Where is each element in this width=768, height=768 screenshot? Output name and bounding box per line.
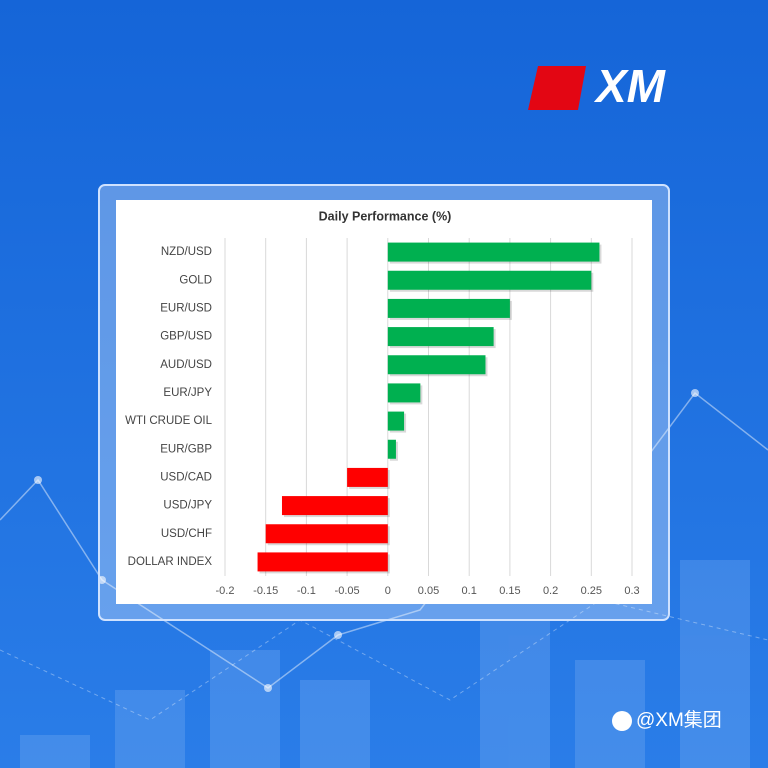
y-tick-label: DOLLAR INDEX [128,556,213,568]
bar [387,270,592,290]
bar [347,467,388,487]
y-tick-label: EUR/JPY [163,387,212,399]
x-tick-label: 0.05 [418,585,439,597]
chart-title: Daily Performance (%) [319,209,452,223]
bar [387,298,510,318]
x-tick-label: 0.1 [462,585,477,597]
y-tick-label: USD/JPY [163,500,212,512]
bar [387,411,405,431]
x-tick-label: 0.3 [624,585,639,597]
bar [265,524,388,544]
x-tick-label: 0.15 [499,585,520,597]
logo: XM [528,60,667,112]
y-tick-label: USD/CHF [161,528,212,540]
watermark: @XM集团 [636,709,722,731]
decor-bars [20,560,750,768]
x-tick-label: -0.05 [335,585,360,597]
decor-dashed [0,599,768,721]
x-tick-label: 0 [385,585,391,597]
x-tick-label: 0.2 [543,585,558,597]
y-tick-label: AUD/USD [160,359,212,371]
logo-mark [528,66,586,110]
bar [387,383,421,403]
bar [281,496,388,516]
y-tick-label: EUR/USD [160,302,212,314]
x-tick-label: 0.25 [581,585,602,597]
x-tick-label: -0.15 [253,585,278,597]
y-tick-label: GOLD [179,274,212,286]
bar [387,242,600,262]
bar [257,552,388,572]
decor-dots [34,389,699,692]
bar [387,355,486,375]
social-icon [612,711,632,731]
x-tick-label: -0.2 [216,585,235,597]
plot: -0.2 -0.15 -0.1 -0.05 0 0.05 0.1 0.15 0.2 0.25 0.3… [125,238,640,597]
y-tick-label: GBP/USD [160,331,212,343]
y-tick-label: WTI CRUDE OIL [125,415,212,427]
y-tick-label: USD/CAD [160,471,212,483]
x-tick-label: -0.1 [297,585,316,597]
y-tick-label: EUR/GBP [160,443,212,455]
bar [387,327,494,347]
y-tick-label: NZD/USD [161,246,212,258]
brand: XM [593,60,667,112]
bar [387,439,396,459]
